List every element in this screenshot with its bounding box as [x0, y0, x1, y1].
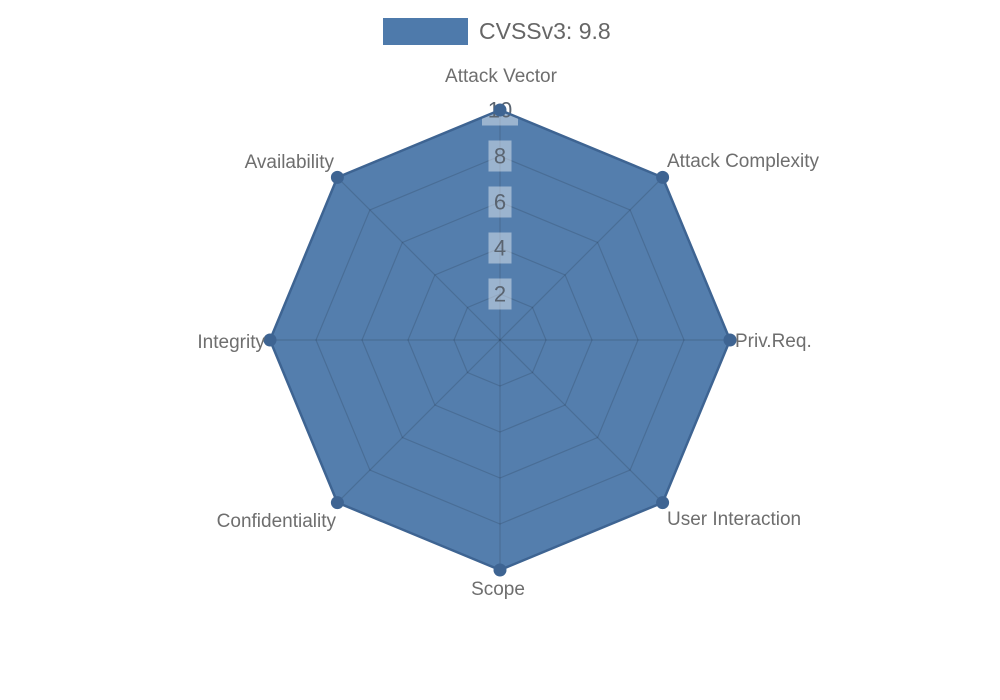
tick-backdrop: [488, 278, 512, 310]
legend-label: CVSSv3: 9.8: [479, 17, 611, 44]
data-point-attack-complexity[interactable]: [656, 170, 670, 184]
data-point-priv-req[interactable]: [723, 333, 737, 347]
grid-ring-2: [453, 293, 547, 387]
axis-spoke: [499, 176, 664, 341]
tick-label: 2: [494, 282, 506, 307]
axis-spoke: [336, 339, 501, 504]
axis-spoke: [336, 176, 501, 341]
axis-label-attack-complexity: Attack Complexity: [667, 151, 820, 172]
tick-label: 6: [494, 190, 506, 215]
axis-spoke: [499, 339, 664, 504]
data-point-user-interaction[interactable]: [656, 496, 670, 510]
tick-label: 4: [494, 236, 506, 261]
axis-label-integrity: Integrity: [197, 332, 265, 353]
axis-label-scope: Scope: [471, 579, 525, 600]
data-point-scope[interactable]: [493, 563, 507, 577]
legend-item[interactable]: CVSSv3: 9.8: [383, 16, 611, 46]
tick-backdrop: [488, 232, 512, 264]
axis-label-availability: Availability: [245, 152, 335, 173]
grid-ring-8: [315, 155, 685, 525]
tick-label: 8: [494, 144, 506, 169]
data-point-attack-vector[interactable]: [493, 103, 507, 117]
legend-swatch: [383, 17, 468, 45]
tick-backdrop: [488, 186, 512, 218]
axis-label-attack-vector: Attack Vector: [445, 66, 558, 87]
grid-ring-4: [407, 247, 593, 433]
data-point-availability[interactable]: [330, 170, 344, 184]
axis-label-user-interaction: User Interaction: [667, 509, 801, 530]
axis-label-priv-req: Priv.Req.: [735, 331, 812, 352]
tick-backdrop: [488, 140, 512, 172]
data-point-integrity[interactable]: [263, 333, 277, 347]
data-point-confidentiality[interactable]: [330, 496, 344, 510]
radar-series-fill: [270, 110, 730, 570]
grid-ring-6: [361, 201, 639, 479]
axis-label-confidentiality: Confidentiality: [217, 511, 337, 532]
